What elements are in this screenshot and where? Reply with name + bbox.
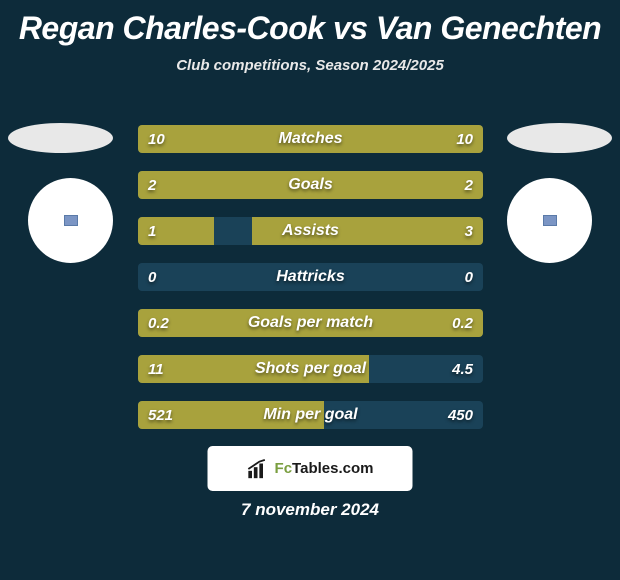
player-oval-left bbox=[8, 123, 113, 153]
bar-value-left: 0 bbox=[148, 263, 156, 291]
bar-label: Goals bbox=[138, 171, 483, 199]
bar-label: Hattricks bbox=[138, 263, 483, 291]
infographic-container: Regan Charles-Cook vs Van Genechten Club… bbox=[0, 0, 620, 580]
brand-badge: FcTables.com bbox=[208, 446, 413, 491]
bar-value-left: 0.2 bbox=[148, 309, 169, 337]
bar-value-left: 1 bbox=[148, 217, 156, 245]
bar-value-right: 2 bbox=[465, 171, 473, 199]
bar-value-left: 10 bbox=[148, 125, 165, 153]
bar-value-right: 0 bbox=[465, 263, 473, 291]
bar-value-right: 4.5 bbox=[452, 355, 473, 383]
bar-value-left: 521 bbox=[148, 401, 173, 429]
placeholder-icon bbox=[543, 215, 557, 226]
bar-row: Goals per match0.2 0.2 bbox=[138, 309, 483, 337]
page-title: Regan Charles-Cook vs Van Genechten bbox=[0, 0, 620, 47]
bar-value-right: 450 bbox=[448, 401, 473, 429]
brand-suffix: Tables.com bbox=[292, 460, 373, 477]
chart-icon bbox=[247, 458, 269, 480]
player-circle-right bbox=[507, 178, 592, 263]
bar-row: Shots per goal11 4.5 bbox=[138, 355, 483, 383]
bar-label: Min per goal bbox=[138, 401, 483, 429]
bar-row: Hattricks0 0 bbox=[138, 263, 483, 291]
brand-text: FcTables.com bbox=[275, 460, 374, 477]
bar-row: Min per goal521 450 bbox=[138, 401, 483, 429]
player-oval-right bbox=[507, 123, 612, 153]
bar-label: Shots per goal bbox=[138, 355, 483, 383]
bar-value-right: 10 bbox=[456, 125, 473, 153]
bar-row: Goals2 2 bbox=[138, 171, 483, 199]
bar-label: Goals per match bbox=[138, 309, 483, 337]
player-circle-left bbox=[28, 178, 113, 263]
bar-label: Assists bbox=[138, 217, 483, 245]
bar-row: Matches10 10 bbox=[138, 125, 483, 153]
page-subtitle: Club competitions, Season 2024/2025 bbox=[0, 57, 620, 74]
bar-value-left: 11 bbox=[148, 355, 164, 383]
bar-value-right: 0.2 bbox=[452, 309, 473, 337]
comparison-bars: Matches10 10 Goals2 2 Assists1 3 Hattricks0 0 Go… bbox=[138, 125, 483, 447]
date-text: 7 november 2024 bbox=[0, 500, 620, 520]
bar-row: Assists1 3 bbox=[138, 217, 483, 245]
bar-value-right: 3 bbox=[465, 217, 473, 245]
placeholder-icon bbox=[64, 215, 78, 226]
bar-value-left: 2 bbox=[148, 171, 156, 199]
bar-label: Matches bbox=[138, 125, 483, 153]
brand-prefix: Fc bbox=[275, 460, 293, 477]
